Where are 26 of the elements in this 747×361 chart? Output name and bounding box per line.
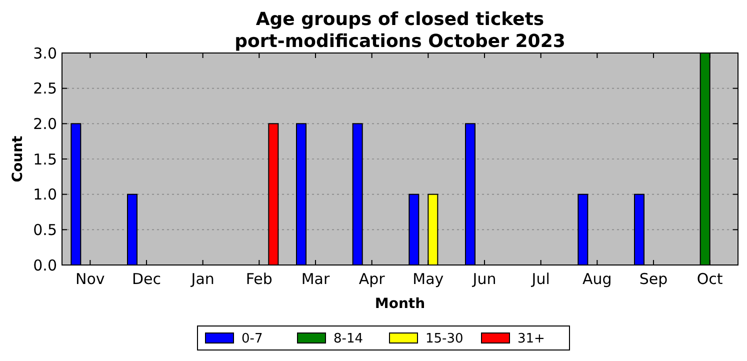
x-tick-label: Dec <box>132 270 162 288</box>
x-tick-label: Mar <box>301 270 330 288</box>
x-tick-label: Nov <box>76 270 105 288</box>
y-tick-label: 3.0 <box>33 44 57 62</box>
y-tick-label: 0.5 <box>33 220 57 239</box>
x-tick-label: Sep <box>639 270 668 288</box>
x-axis-title: Month <box>374 296 426 312</box>
y-axis-title: Count <box>10 135 26 182</box>
x-tick-label: May <box>412 270 444 288</box>
chart-title: Age groups of closed tickets port-modifications October 2023 <box>234 9 566 52</box>
x-tick-label: Jun <box>472 270 496 288</box>
legend-label: 15-30 <box>426 332 464 347</box>
x-tick-label: Feb <box>246 270 272 288</box>
x-tick-label: Jan <box>190 270 214 288</box>
x-tick-label: Aug <box>582 270 612 288</box>
legend-label: 0-7 <box>242 332 263 347</box>
x-tick-label: Jul <box>530 270 550 288</box>
y-tick-label: 2.5 <box>33 80 57 98</box>
x-tick-label: Apr <box>358 270 386 288</box>
legend-label: 31+ <box>518 332 545 347</box>
y-tick-label: 2.0 <box>33 114 57 133</box>
legend-label: 8-14 <box>334 332 364 347</box>
y-tick-label: 1.5 <box>33 150 57 168</box>
y-tick-label: 1.0 <box>33 186 57 204</box>
y-tick-label: 0.0 <box>33 256 57 274</box>
x-tick-label: Oct <box>696 270 723 288</box>
